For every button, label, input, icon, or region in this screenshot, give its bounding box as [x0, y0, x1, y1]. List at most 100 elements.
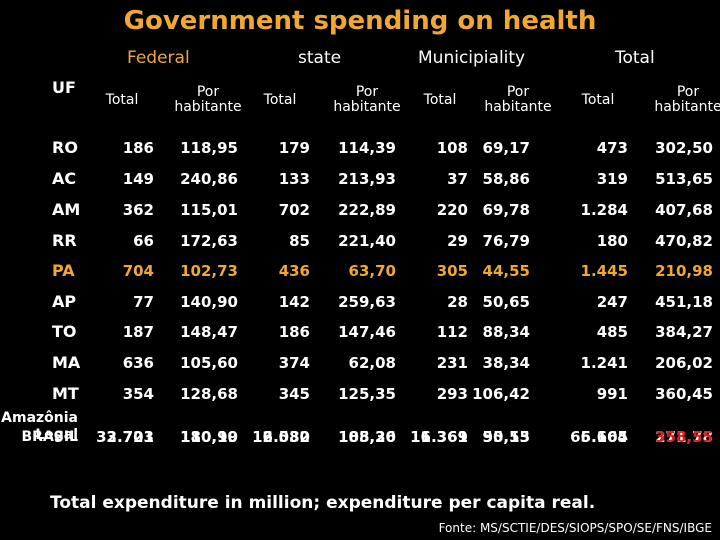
row-label-amazonia-legal: Amazônia Legal	[1, 410, 78, 444]
table-cell: 76,79	[482, 232, 530, 250]
table-cell: 28	[447, 293, 468, 311]
table-cell: 407,68	[655, 201, 713, 219]
table-cell: 55,53	[482, 428, 530, 446]
table-cell: 118,95	[180, 139, 238, 157]
table-cell: 115,01	[180, 201, 238, 219]
subheader-per-line2: habitante	[174, 99, 242, 115]
table-cell: 66	[133, 232, 154, 250]
table-cell: 149	[122, 170, 154, 188]
group-header-federal: Federal	[127, 48, 190, 68]
table-cell: 50,65	[482, 293, 530, 311]
subheader-per-capita-state: Por habitante	[327, 85, 407, 115]
table-cell: 105,26	[338, 428, 396, 446]
table-cell: 105,60	[180, 354, 238, 372]
row-label: AP	[52, 292, 77, 311]
table-cell: 16.032	[252, 428, 310, 446]
row-label: MT	[52, 384, 79, 403]
group-header-total: Total	[615, 48, 655, 68]
subheader-per-capita-municipality: Por habitante	[478, 85, 558, 115]
table-cell: 63,70	[348, 262, 396, 280]
table-cell: 77	[133, 293, 154, 311]
table-cell: 451,18	[655, 293, 713, 311]
table-cell: 2.580	[262, 428, 310, 446]
row-label-line2: Legal	[35, 427, 78, 443]
subheader-per-line2: habitante	[654, 99, 720, 115]
table-cell: 1.445	[580, 262, 628, 280]
table-cell: 114,39	[338, 139, 396, 157]
table-cell: 128,68	[180, 385, 238, 403]
table-cell: 1.284	[580, 201, 628, 219]
subheader-total-federal: Total	[105, 92, 139, 108]
row-label-line1: Amazônia	[1, 410, 78, 426]
table-cell: 186	[122, 139, 154, 157]
table-cell: 110,99	[180, 428, 238, 446]
table-cell: 187	[122, 323, 154, 341]
table-cell: 345	[278, 385, 310, 403]
table-cell: 142	[278, 293, 310, 311]
table-cell: 293	[436, 385, 468, 403]
subheader-per-line2: habitante	[484, 99, 552, 115]
table-cell: 271,78	[655, 428, 713, 446]
table-cell: 6.664	[580, 428, 628, 446]
table-cell: 240,86	[180, 170, 238, 188]
table-cell: 436	[278, 262, 310, 280]
table-cell: 2.721	[106, 428, 154, 446]
table-cell: 485	[596, 323, 628, 341]
footer-note: Total expenditure in million; expenditur…	[50, 493, 596, 513]
table-cell: 172,63	[180, 232, 238, 250]
subheader-per-line2: habitante	[333, 99, 401, 115]
row-label-brasil: BRASIL	[21, 429, 79, 445]
subheader-total-total: Total	[581, 92, 615, 108]
table-cell: 259,63	[338, 293, 396, 311]
table-cell: 231	[436, 354, 468, 372]
table-cell: 29	[447, 232, 468, 250]
table-cell: 210,98	[655, 262, 713, 280]
table-cell: 180	[596, 232, 628, 250]
row-label: RO	[52, 138, 78, 157]
table-cell: 473	[596, 139, 628, 157]
table-cell: 636	[122, 354, 154, 372]
table-cell: 221,40	[338, 232, 396, 250]
source-note: Fonte: MS/SCTIE/DES/SIOPS/SPO/SE/FNS/IBG…	[438, 521, 712, 535]
table-cell: 206,02	[655, 354, 713, 372]
table-cell: 354	[122, 385, 154, 403]
group-header-state: state	[298, 48, 342, 68]
table-cell: 1.361	[420, 428, 468, 446]
table-cell: 247	[596, 293, 628, 311]
subheader-per-capita-federal: Por habitante	[168, 85, 248, 115]
table-cell: 69,78	[482, 201, 530, 219]
table-cell: 88,30	[348, 428, 396, 446]
table-cell: 102,73	[180, 262, 238, 280]
table-cell: 470,82	[655, 232, 713, 250]
table-cell: 88,34	[482, 323, 530, 341]
table-cell: 302,50	[655, 139, 713, 157]
row-label: MA	[52, 353, 81, 372]
table-cell: 133	[278, 170, 310, 188]
row-label: RR	[52, 231, 77, 250]
subheader-total-state: Total	[263, 92, 297, 108]
table-cell: 85	[289, 232, 310, 250]
table-cell: 374	[278, 354, 310, 372]
table-cell: 37	[447, 170, 468, 188]
table-cell: 108	[436, 139, 468, 157]
subheader-total-municipality: Total	[423, 92, 457, 108]
table-cell: 106,42	[472, 385, 530, 403]
table-cell: 140,90	[180, 293, 238, 311]
group-header-municipality: Municipiality	[418, 48, 526, 68]
table-cell: 112	[436, 323, 468, 341]
subheader-per-line1: Por	[506, 84, 530, 100]
table-cell: 319	[596, 170, 628, 188]
table-cell: 991	[596, 385, 628, 403]
table-cell: 1.241	[580, 354, 628, 372]
table-cell: 358,55	[655, 428, 713, 446]
table-cell: 33.703	[96, 428, 154, 446]
table-cell: 38,34	[482, 354, 530, 372]
table-cell: 362	[122, 201, 154, 219]
subheader-per-line1: Por	[355, 84, 379, 100]
table-cell: 186	[278, 323, 310, 341]
page-title: Government spending on health	[123, 6, 597, 36]
table-cell: 213,93	[338, 170, 396, 188]
table-cell: 179	[278, 139, 310, 157]
table-cell: 125,35	[338, 385, 396, 403]
table-cell: 704	[122, 262, 154, 280]
